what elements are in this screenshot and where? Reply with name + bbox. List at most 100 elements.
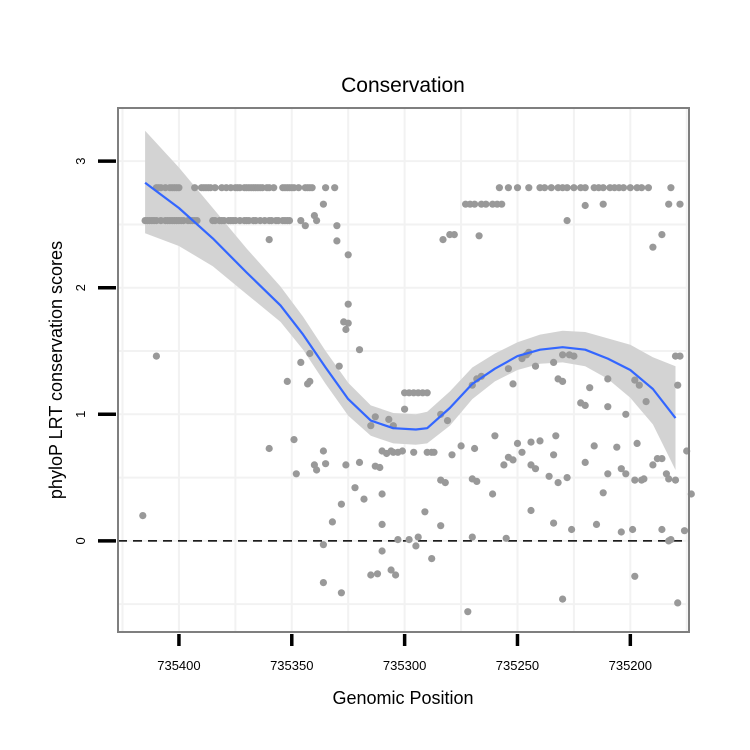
data-point xyxy=(559,351,567,359)
data-point xyxy=(360,495,368,503)
data-point xyxy=(502,534,510,542)
data-point xyxy=(313,217,321,225)
data-point xyxy=(513,439,522,447)
data-point xyxy=(676,200,684,208)
data-point xyxy=(550,519,558,527)
data-point xyxy=(308,184,316,192)
data-point xyxy=(674,599,682,607)
data-point xyxy=(371,413,379,421)
scatter-points xyxy=(139,184,695,616)
data-point xyxy=(331,184,339,192)
y-tick-label: 2 xyxy=(73,284,88,291)
smooth-trend-layer xyxy=(144,181,677,431)
data-point xyxy=(629,525,637,534)
data-point xyxy=(509,456,517,464)
data-point xyxy=(471,444,479,453)
data-point xyxy=(473,477,481,485)
data-point xyxy=(450,231,458,239)
data-point xyxy=(344,251,352,259)
data-point xyxy=(545,472,553,480)
data-point xyxy=(498,200,506,208)
data-point xyxy=(421,508,429,516)
data-point xyxy=(367,571,375,579)
data-point xyxy=(622,410,630,418)
data-point xyxy=(570,352,578,360)
data-point xyxy=(613,443,621,451)
data-point xyxy=(599,200,607,208)
data-point xyxy=(482,200,490,208)
data-point xyxy=(649,243,657,251)
data-point xyxy=(295,184,303,192)
x-axis-title: Genomic Position xyxy=(332,688,473,708)
data-point xyxy=(337,500,345,508)
data-point xyxy=(531,465,540,473)
data-point xyxy=(638,184,646,192)
data-point xyxy=(439,236,447,244)
chart-title: Conservation xyxy=(341,74,465,97)
data-point xyxy=(414,533,422,541)
data-point xyxy=(387,566,395,574)
data-point xyxy=(599,184,607,192)
data-point xyxy=(617,465,625,473)
data-point xyxy=(581,201,589,210)
data-point xyxy=(367,422,375,430)
data-point xyxy=(401,405,409,413)
data-point xyxy=(527,438,535,446)
data-point xyxy=(592,520,601,529)
data-point xyxy=(319,541,327,549)
data-point xyxy=(292,470,300,478)
data-point xyxy=(590,442,598,450)
data-point xyxy=(653,455,662,463)
data-point xyxy=(536,437,544,445)
data-point xyxy=(313,466,321,474)
data-point xyxy=(337,589,345,597)
data-point xyxy=(667,184,675,192)
y-tick-label: 0 xyxy=(73,537,88,544)
data-point xyxy=(344,300,352,308)
data-point xyxy=(410,448,418,456)
data-point xyxy=(633,439,641,447)
data-point xyxy=(642,398,650,406)
data-point xyxy=(328,518,336,526)
data-point xyxy=(355,346,364,354)
data-point xyxy=(373,570,382,578)
panel-border-layer xyxy=(117,107,690,633)
data-point xyxy=(443,417,452,425)
data-point xyxy=(631,476,639,484)
data-point xyxy=(297,217,305,225)
data-point xyxy=(604,403,612,411)
data-point xyxy=(319,447,327,455)
data-point xyxy=(491,432,499,440)
data-point xyxy=(152,352,160,360)
data-point xyxy=(671,476,680,484)
data-point xyxy=(640,475,648,483)
data-point xyxy=(617,528,625,536)
data-point xyxy=(504,365,512,373)
data-point xyxy=(319,579,327,587)
data-point xyxy=(559,595,567,603)
data-point xyxy=(626,184,634,192)
data-point xyxy=(500,461,508,469)
data-point xyxy=(437,410,445,418)
data-point xyxy=(631,572,639,580)
data-point xyxy=(342,325,350,334)
data-point xyxy=(285,217,294,225)
data-point xyxy=(550,451,558,459)
data-point xyxy=(428,555,436,563)
data-point xyxy=(581,458,589,466)
data-point xyxy=(665,200,673,208)
data-point xyxy=(319,200,327,208)
data-point xyxy=(559,377,567,385)
data-point xyxy=(265,236,273,244)
x-tick-label: 735300 xyxy=(383,658,426,673)
data-point xyxy=(175,184,183,192)
data-point xyxy=(658,525,666,534)
data-point xyxy=(604,375,612,383)
data-point xyxy=(333,237,341,245)
y-tick-label: 3 xyxy=(73,158,88,165)
data-point xyxy=(464,608,472,616)
data-point xyxy=(554,479,562,487)
data-point xyxy=(495,184,503,192)
data-point xyxy=(550,358,558,366)
